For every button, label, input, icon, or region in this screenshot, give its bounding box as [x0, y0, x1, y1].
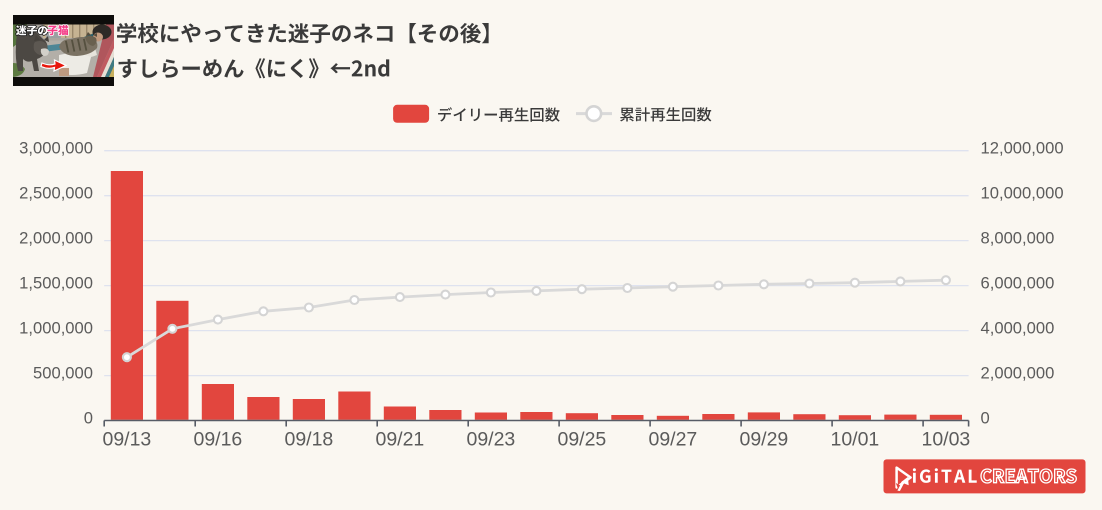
svg-text:3,000,000: 3,000,000	[19, 139, 93, 158]
svg-text:2,000,000: 2,000,000	[981, 364, 1055, 383]
svg-text:09/27: 09/27	[648, 429, 697, 451]
svg-text:6,000,000: 6,000,000	[981, 274, 1055, 293]
svg-text:09/23: 09/23	[466, 429, 515, 451]
svg-text:1,000,000: 1,000,000	[19, 319, 93, 338]
svg-text:1,500,000: 1,500,000	[19, 274, 93, 293]
svg-text:12,000,000: 12,000,000	[981, 139, 1064, 158]
svg-text:09/25: 09/25	[557, 429, 606, 451]
svg-text:0: 0	[981, 409, 990, 428]
svg-text:2,500,000: 2,500,000	[19, 184, 93, 203]
svg-text:2,000,000: 2,000,000	[19, 229, 93, 248]
svg-text:09/21: 09/21	[375, 429, 424, 451]
svg-text:09/18: 09/18	[284, 429, 333, 451]
svg-text:10,000,000: 10,000,000	[981, 184, 1064, 203]
svg-text:10/01: 10/01	[830, 429, 879, 451]
svg-text:09/16: 09/16	[193, 429, 242, 451]
svg-text:09/29: 09/29	[739, 429, 788, 451]
svg-text:10/03: 10/03	[921, 429, 970, 451]
svg-text:8,000,000: 8,000,000	[981, 229, 1055, 248]
svg-text:500,000: 500,000	[33, 364, 93, 383]
svg-text:4,000,000: 4,000,000	[981, 319, 1055, 338]
svg-text:09/13: 09/13	[102, 429, 151, 451]
svg-text:0: 0	[84, 409, 93, 428]
